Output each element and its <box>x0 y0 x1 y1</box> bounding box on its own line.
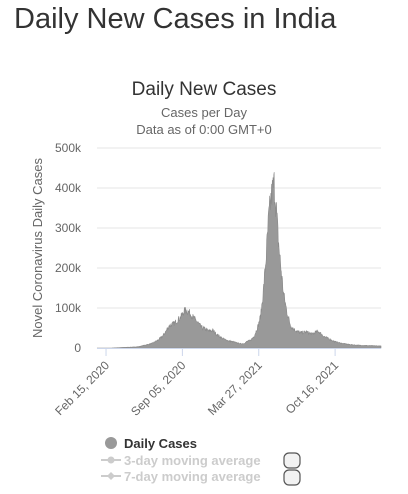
data-point <box>346 343 348 345</box>
data-point <box>221 338 223 340</box>
data-point <box>380 345 382 347</box>
data-point <box>340 342 342 344</box>
data-point <box>189 312 191 314</box>
data-point <box>216 334 218 336</box>
y-axis-label: Novel Coronavirus Daily Cases <box>30 158 45 338</box>
data-point <box>212 330 214 332</box>
data-point <box>233 341 235 343</box>
x-tick-label: Oct 16, 2021 <box>283 358 342 417</box>
toggle-3-day-average-icon <box>283 452 301 469</box>
data-point <box>180 316 182 318</box>
legend-marker-3-day-average <box>107 456 115 464</box>
data-point <box>363 345 365 347</box>
data-point <box>253 335 255 337</box>
data-point <box>174 322 176 324</box>
data-point <box>357 344 359 346</box>
data-point <box>369 345 371 347</box>
legend: Daily Cases 3-day moving average 7-day m… <box>101 436 261 484</box>
toggle-7-day-average-icon <box>283 469 301 486</box>
y-tick-label: 100k <box>55 301 82 315</box>
data-point <box>375 345 377 347</box>
chart-subtitle: Cases per Day <box>161 105 247 120</box>
toggle-7-day-average-button[interactable] <box>283 469 301 486</box>
data-point <box>334 341 336 343</box>
data-point <box>270 199 272 201</box>
grid-lines <box>97 147 381 309</box>
data-point <box>134 346 136 348</box>
y-tick-label: 300k <box>55 221 82 235</box>
data-point <box>265 259 267 261</box>
data-point <box>162 335 164 337</box>
plot-area <box>97 172 382 349</box>
data-point <box>273 183 275 185</box>
page-title: Daily New Cases in India <box>14 3 337 35</box>
data-point <box>283 293 285 295</box>
legend-label-daily-cases: Daily Cases <box>124 436 197 451</box>
data-point <box>311 333 313 335</box>
data-point <box>262 291 264 293</box>
data-point <box>197 321 199 323</box>
data-point <box>239 343 241 345</box>
y-tick-label: 0 <box>74 341 81 355</box>
data-point <box>257 325 259 327</box>
data-point <box>227 340 229 342</box>
data-point <box>243 343 245 345</box>
y-axis-ticks: 0 100k 200k 300k 400k 500k <box>55 141 82 355</box>
legend-label-7-day-average: 7-day moving average <box>124 469 261 484</box>
chart-note: Data as of 0:00 GMT+0 <box>136 122 271 137</box>
legend-label-3-day-average: 3-day moving average <box>124 453 261 468</box>
data-point <box>151 343 153 345</box>
x-tick-label: Mar 27, 2021 <box>205 358 265 418</box>
data-point <box>139 346 141 348</box>
data-point <box>123 347 125 349</box>
x-axis-ticks: Feb 15, 2020 Sep 05, 2020 Mar 27, 2021 Oct … <box>52 358 341 419</box>
data-point <box>193 317 195 319</box>
x-axis <box>97 348 381 356</box>
data-point <box>247 340 249 342</box>
legend-item-daily-cases[interactable]: Daily Cases <box>105 436 197 451</box>
data-point <box>352 344 354 346</box>
x-tick-label: Feb 15, 2020 <box>52 358 112 418</box>
data-point <box>183 310 185 312</box>
data-point <box>268 219 270 221</box>
y-tick-label: 200k <box>55 261 82 275</box>
data-point <box>208 330 210 332</box>
data-point <box>329 338 331 340</box>
data-point <box>286 311 288 313</box>
data-point <box>250 340 252 342</box>
data-point <box>145 344 147 346</box>
legend-item-3-day-average[interactable]: 3-day moving average <box>101 453 261 468</box>
data-point <box>278 239 280 241</box>
data-point <box>290 325 292 327</box>
toggle-3-day-average-button[interactable] <box>283 452 301 469</box>
data-point <box>323 335 325 337</box>
data-point <box>186 309 188 311</box>
y-tick-label: 500k <box>55 141 82 155</box>
data-point <box>299 332 301 334</box>
data-point <box>205 328 207 330</box>
data-point <box>317 330 319 332</box>
data-point <box>275 205 277 207</box>
data-point <box>157 340 159 342</box>
data-point <box>168 325 170 327</box>
x-tick-label: Sep 05, 2020 <box>128 358 189 419</box>
y-tick-label: 400k <box>55 181 82 195</box>
series-area-daily-cases <box>97 172 382 349</box>
legend-marker-daily-cases <box>105 437 117 449</box>
data-point <box>280 267 282 269</box>
data-point <box>260 315 262 317</box>
data-point <box>272 189 274 191</box>
legend-marker-7-day-average <box>107 472 115 480</box>
legend-item-7-day-average[interactable]: 7-day moving average <box>101 469 261 484</box>
chart-title: Daily New Cases <box>132 79 277 100</box>
data-point <box>294 329 296 331</box>
data-point <box>306 331 308 333</box>
data-point <box>200 326 202 328</box>
